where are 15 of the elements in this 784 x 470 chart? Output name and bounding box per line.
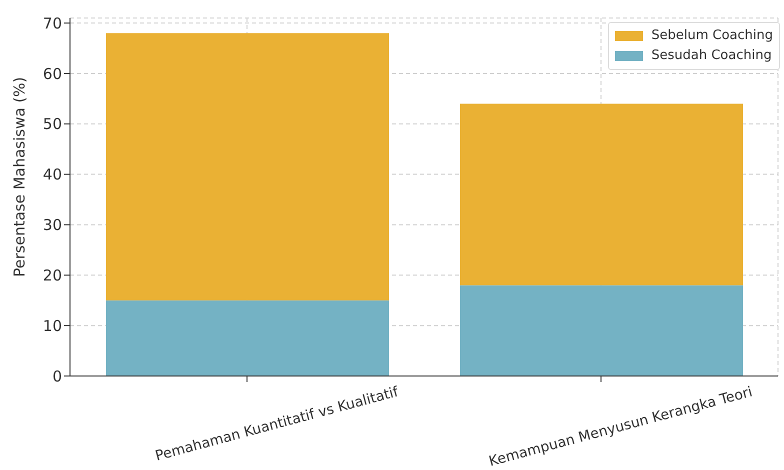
- y-tick-label: 40: [42, 166, 62, 184]
- y-tick-label: 70: [42, 14, 62, 32]
- y-tick-label: 0: [52, 367, 62, 386]
- y-tick-label: 50: [42, 115, 62, 134]
- y-tick-label: 10: [42, 316, 62, 335]
- bar: [460, 104, 743, 286]
- y-tick-label: 60: [42, 64, 62, 83]
- bar: [106, 33, 389, 300]
- bar: [106, 300, 389, 376]
- bar: [460, 285, 743, 376]
- y-tick-label: 20: [42, 266, 62, 284]
- legend-label: Sesudah Coaching: [651, 47, 772, 65]
- y-axis-title: Persentase Mahasiswa (%): [10, 76, 28, 277]
- legend-label: Sebelum Coaching: [651, 27, 773, 45]
- y-tick-label: 30: [42, 216, 62, 234]
